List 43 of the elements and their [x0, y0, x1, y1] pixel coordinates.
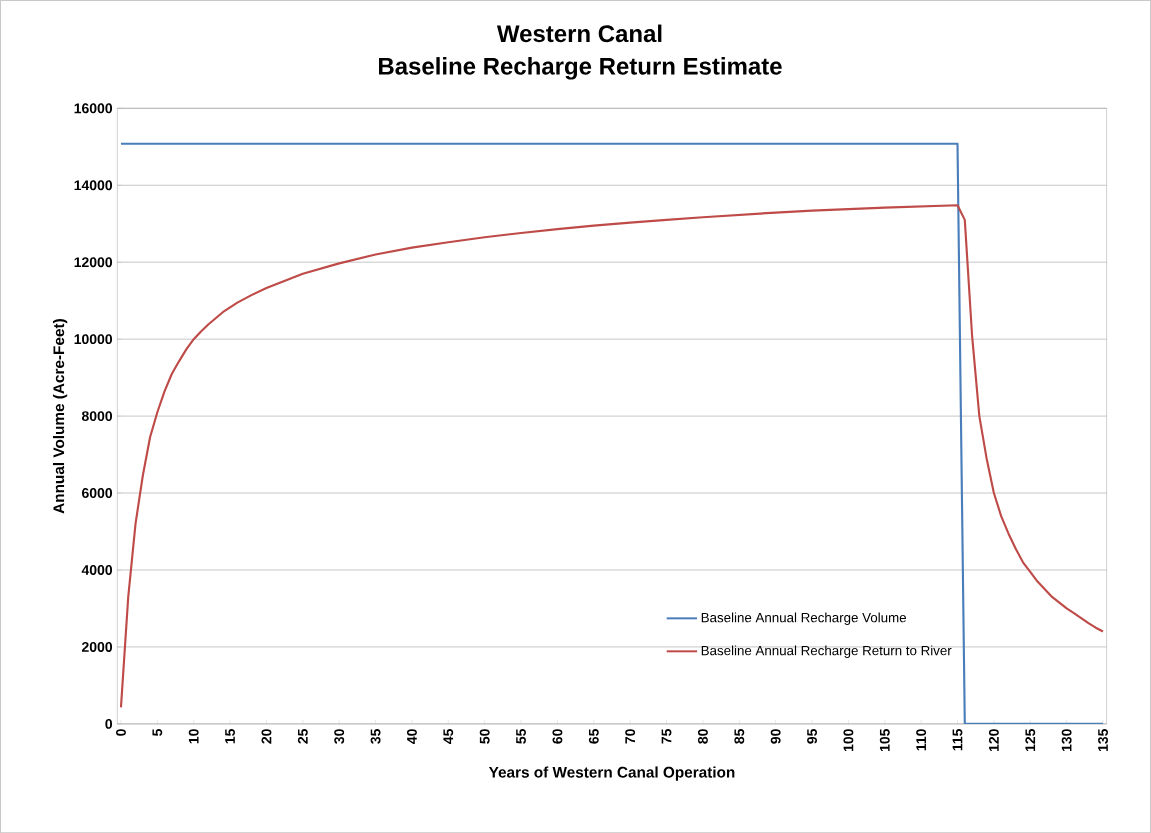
x-tick-label: 70	[625, 729, 636, 744]
x-tick-label: 95	[807, 728, 817, 744]
x-tick-label: 25	[297, 728, 308, 744]
x-tick-label: 130	[1061, 729, 1072, 751]
x-tick-label: 20	[261, 729, 272, 744]
y-tick-label: 8000	[81, 411, 113, 421]
x-tick-label: 115	[952, 728, 963, 751]
chart-title: Western Canal	[496, 24, 662, 43]
x-tick-label: 65	[588, 728, 599, 744]
y-tick-label: 14000	[74, 180, 113, 191]
y-tick-label: 12000	[74, 257, 113, 268]
y-axis-title: Annual Volume (Acre-Feet)	[52, 319, 68, 514]
y-tick-label: 6000	[82, 488, 113, 498]
x-tick-label: 80	[697, 729, 708, 744]
x-axis-title: Years of Western Canal Operation	[488, 766, 735, 781]
x-tick-label: 85	[734, 728, 745, 744]
y-tick-label: 0	[105, 718, 113, 729]
legend-label: Baseline Annual Recharge Return to River	[701, 645, 952, 658]
x-tick-label: 120	[988, 729, 999, 751]
x-tick-label: 60	[552, 729, 563, 744]
x-tick-label: 10	[188, 729, 199, 744]
x-tick-label: 125	[1025, 728, 1036, 751]
x-tick-label: 15	[225, 728, 235, 744]
x-tick-label: 75	[661, 728, 672, 744]
x-tick-label: 50	[479, 729, 490, 744]
x-tick-label: 5	[152, 728, 163, 736]
y-tick-label: 2000	[81, 641, 113, 652]
x-tick-label: 55	[516, 728, 526, 744]
x-tick-label: 135	[1098, 728, 1108, 751]
x-tick-label: 40	[406, 729, 417, 744]
y-tick-label: 4000	[81, 564, 113, 575]
chart-subtitle: Baseline Recharge Return Estimate	[379, 57, 782, 80]
x-tick-label: 0	[116, 729, 126, 736]
x-tick-label: 35	[370, 728, 381, 744]
x-tick-label: 110	[916, 729, 927, 751]
y-tick-label: 10000	[74, 334, 113, 345]
x-tick-label: 30	[334, 729, 345, 744]
x-tick-label: 45	[443, 728, 454, 744]
x-tick-label: 90	[770, 729, 781, 744]
x-tick-label: 100	[843, 729, 854, 751]
legend-label: Baseline Annual Recharge Volume	[701, 612, 906, 625]
y-tick-label: 16000	[74, 103, 113, 114]
x-tick-label: 105	[879, 728, 890, 751]
